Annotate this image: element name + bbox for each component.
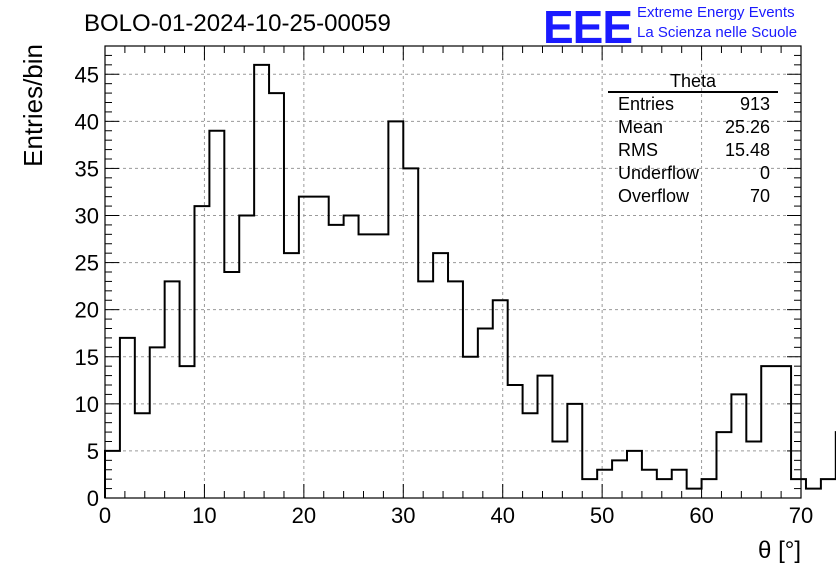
stats-label: Overflow: [618, 186, 690, 206]
y-tick-label: 15: [75, 345, 99, 370]
x-axis-label: θ [°]: [758, 537, 801, 564]
stats-label: RMS: [618, 140, 658, 160]
y-tick-label: 35: [75, 156, 99, 181]
y-axis-label: Entries/bin: [18, 44, 48, 167]
stats-value: 15.48: [724, 140, 770, 160]
stats-row-mean: Mean 25.26: [608, 116, 778, 139]
stats-row-rms: RMS 15.48: [608, 139, 778, 162]
y-tick-label: 30: [75, 204, 99, 229]
stats-value: 0: [759, 163, 770, 183]
eee-logo: EEE: [543, 1, 633, 53]
y-tick-label: 40: [75, 109, 99, 134]
org-name-line1: Extreme Energy Events: [637, 4, 795, 21]
x-tick-label: 10: [192, 503, 216, 528]
stats-label: Entries: [618, 94, 675, 114]
x-tick-label: 40: [490, 503, 514, 528]
x-tick-label: 0: [99, 503, 111, 528]
y-tick-label: 5: [87, 439, 99, 464]
x-tick-label: 60: [689, 503, 713, 528]
histogram-outline: [104, 63, 836, 498]
org-name-line2: La Scienza nelle Scuole: [637, 24, 798, 41]
stats-value: 25.26: [724, 117, 770, 137]
x-tick-label: 70: [789, 503, 813, 528]
x-tick-label: 30: [391, 503, 415, 528]
x-tick-label: 20: [292, 503, 316, 528]
stats-label: Mean: [618, 117, 664, 137]
x-tick-label: 50: [590, 503, 614, 528]
stats-row-entries: Entries 913: [608, 93, 778, 116]
stats-title: Theta: [608, 70, 778, 93]
y-tick-label: 0: [87, 486, 99, 511]
chart-title: BOLO-01-2024-10-25-00059: [84, 10, 391, 37]
stats-row-overflow: Overflow 70: [608, 185, 778, 208]
stats-value: 70: [749, 186, 770, 206]
stats-value: 913: [739, 94, 770, 114]
stats-box: Theta Entries 913 Mean 25.26 RMS 15.48 U…: [608, 70, 778, 208]
stats-label: Underflow: [618, 163, 700, 183]
stats-row-underflow: Underflow 0: [608, 162, 778, 185]
y-tick-label: 10: [75, 392, 99, 417]
y-tick-label: 20: [75, 298, 99, 323]
y-tick-label: 45: [75, 62, 99, 87]
y-tick-label: 25: [75, 251, 99, 276]
